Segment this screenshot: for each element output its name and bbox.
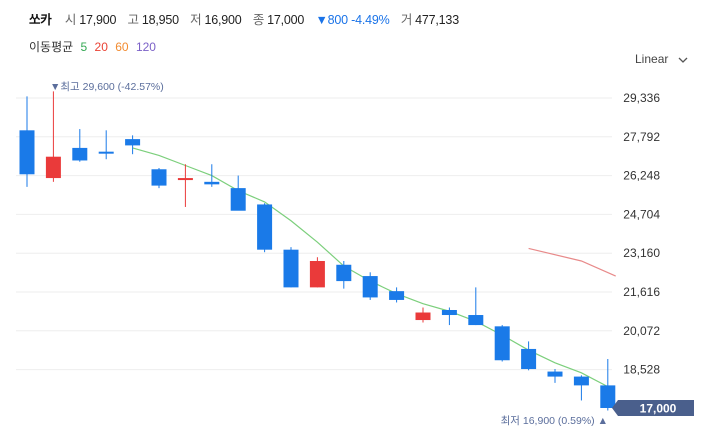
candle-body — [573, 376, 589, 386]
candle-body — [125, 139, 141, 146]
candle-body — [72, 147, 88, 161]
y-tick-label: 23,160 — [623, 246, 660, 260]
candle-body — [230, 188, 246, 211]
open-value: 17,900 — [79, 13, 117, 27]
candle-body — [441, 309, 457, 316]
candle-body — [45, 156, 61, 179]
candle-body — [362, 276, 378, 298]
last-price-label: 17,000 — [640, 402, 677, 416]
candle-body — [204, 181, 220, 185]
volume-label: 거 — [400, 13, 413, 27]
high-annotation: ▼최고 29,600 (-42.57%) — [50, 81, 164, 93]
close-value: 17,000 — [267, 13, 305, 27]
volume-value: 477,133 — [415, 13, 459, 27]
candle-body — [494, 326, 510, 361]
scale-dropdown[interactable]: Linear — [635, 52, 689, 66]
candle-body — [521, 348, 537, 370]
low-value: 16,900 — [204, 13, 242, 27]
low-label: 저 — [190, 13, 202, 27]
y-tick-label: 27,792 — [623, 130, 660, 144]
ma20-line — [528, 247, 616, 277]
chevron-down-icon — [678, 57, 688, 63]
stock-name: 쏘카 — [29, 13, 52, 27]
scale-label: Linear — [635, 52, 669, 66]
candle-body — [547, 371, 563, 377]
candle-body — [257, 204, 273, 250]
high-label: 고 — [127, 13, 140, 27]
y-tick-label: 18,528 — [623, 363, 660, 377]
y-tick-label: 21,616 — [623, 285, 660, 299]
candle-body — [389, 291, 405, 300]
last-price-badge — [612, 400, 694, 416]
high-value: 18,950 — [141, 13, 179, 27]
y-tick-label: 26,248 — [623, 169, 660, 183]
candle-body — [19, 130, 35, 175]
ma-20[interactable]: 20 — [94, 40, 108, 54]
y-tick-label: 29,336 — [623, 91, 660, 105]
quote-header: 쏘카 시 17,900 고 18,950 저 16,900 종 17,000 ▼800 … — [29, 9, 467, 28]
candle-body — [600, 385, 616, 408]
moving-average-legend[interactable]: 이동평균 5 20 60 120 — [29, 38, 160, 55]
candle-body — [98, 151, 114, 154]
candle-body — [177, 178, 193, 181]
ma-title: 이동평균 — [29, 40, 74, 54]
candle-body — [309, 260, 325, 288]
candle-body — [283, 249, 299, 288]
candle-body — [415, 312, 431, 321]
y-tick-label: 20,072 — [623, 324, 660, 338]
ma-60[interactable]: 60 — [115, 40, 129, 54]
candle-body — [468, 315, 484, 326]
close-label: 종 — [252, 13, 265, 27]
price-change: ▼800 -4.49% — [315, 13, 390, 27]
candle-body — [151, 169, 167, 186]
ma-5[interactable]: 5 — [80, 40, 88, 54]
candle-body — [336, 264, 352, 282]
ma5-line — [132, 147, 609, 388]
y-tick-label: 24,704 — [623, 207, 660, 221]
low-annotation: 최저 16,900 (0.59%) ▲ — [501, 415, 608, 427]
open-label: 시 — [64, 13, 77, 27]
ma-120[interactable]: 120 — [135, 40, 156, 54]
